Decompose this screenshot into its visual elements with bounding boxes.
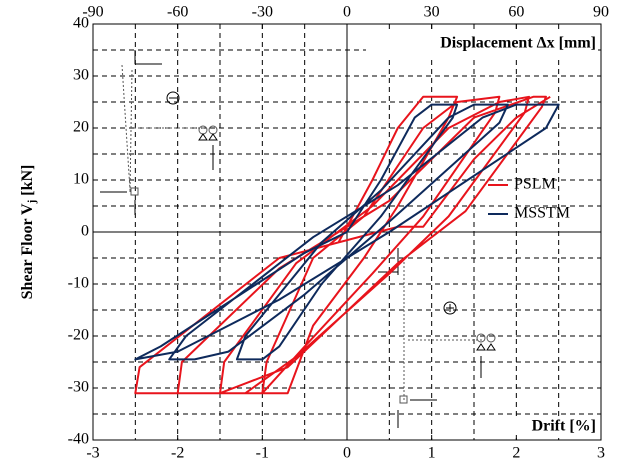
y-axis-label: Shear Floor Vj [kN] <box>19 165 38 300</box>
support <box>486 333 496 343</box>
node <box>399 395 408 404</box>
x-tick-label: -3 <box>86 445 99 462</box>
x2-axis-label: Displacement Δx [mm] <box>440 35 596 52</box>
y-tick-label: 40 <box>73 15 89 32</box>
support <box>208 125 218 135</box>
x2-tick-label: 90 <box>593 4 609 21</box>
x-tick-label: -1 <box>256 445 269 462</box>
x-tick-label: 2 <box>512 445 520 462</box>
y-tick-label: 20 <box>73 119 89 136</box>
y-label-subscript: j <box>26 200 38 205</box>
plus-sign <box>443 301 457 315</box>
plus-sign <box>446 304 454 312</box>
y-tick-label: -30 <box>68 379 89 396</box>
x2-tick-label: 30 <box>424 4 440 21</box>
x-tick-label: 0 <box>343 445 351 462</box>
y-tick-label: 0 <box>81 223 89 240</box>
support <box>198 125 208 135</box>
column-sketch <box>121 64 133 193</box>
support <box>476 333 486 343</box>
y-tick-label: -20 <box>68 327 89 344</box>
x2-tick-label: 0 <box>343 4 351 21</box>
series-line <box>134 95 551 395</box>
node <box>130 187 139 196</box>
y-tick-label: 10 <box>73 171 89 188</box>
x-tick-label: 3 <box>597 445 605 462</box>
y-tick-label: -10 <box>68 275 89 292</box>
y-label-text: Shear Floor V <box>19 203 36 299</box>
x2-tick-label: 60 <box>508 4 524 21</box>
y-tick-label: -40 <box>68 431 89 448</box>
legend-label: PSLM <box>514 176 556 193</box>
x2-tick-label: -60 <box>167 4 188 21</box>
label-bg <box>366 32 598 56</box>
y-tick-label: 30 <box>73 67 89 84</box>
x2-tick-label: -90 <box>82 4 103 21</box>
minus-sign <box>166 91 180 105</box>
label-bg <box>497 416 597 436</box>
x-axis-label: Drift [%] <box>532 418 596 435</box>
legend: PSLM MSSTM <box>488 176 570 222</box>
support-sketch <box>476 343 496 378</box>
x-tick-label: -2 <box>171 445 184 462</box>
x-tick-label: 1 <box>428 445 436 462</box>
support-sketch <box>198 133 218 170</box>
series-line <box>134 103 560 361</box>
insets <box>100 50 496 428</box>
legend-label: MSSTM <box>514 205 570 222</box>
x2-tick-label: -30 <box>252 4 273 21</box>
y-label-unit: [kN] <box>19 165 36 196</box>
series <box>134 95 560 395</box>
force-arrows <box>100 50 162 215</box>
